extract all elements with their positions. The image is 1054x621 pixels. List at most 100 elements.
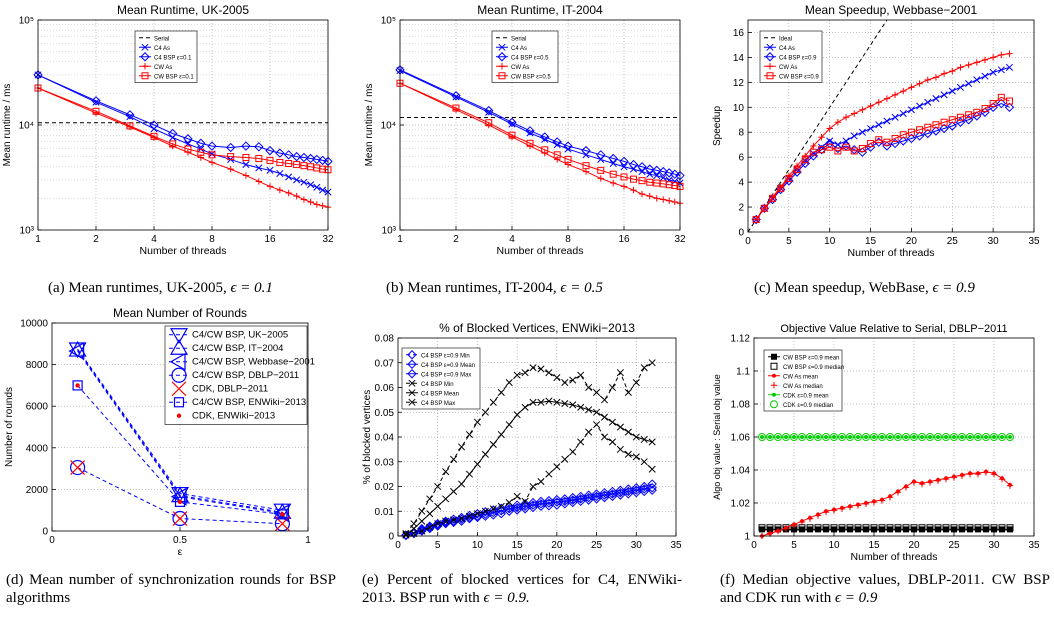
x-tick-label: 35 — [1028, 236, 1040, 247]
y-tick-label: 0.04 — [375, 433, 395, 444]
data-point — [782, 525, 790, 532]
data-point — [940, 70, 948, 77]
x-axis-label: Number of threads — [140, 245, 227, 257]
data-point — [513, 492, 521, 500]
data-point — [293, 161, 301, 169]
legend-label: CW As — [511, 65, 529, 71]
data-point — [798, 433, 806, 441]
series-group — [747, 19, 1015, 233]
data-point — [616, 423, 624, 431]
data-point — [319, 165, 327, 173]
data-point — [426, 510, 434, 518]
data-point — [575, 491, 586, 502]
data-point — [942, 433, 950, 441]
chart-title: % of Blocked Vertices, ENWiki−2013 — [439, 321, 635, 335]
data-point — [838, 433, 846, 441]
legend-marker — [766, 63, 774, 70]
data-point — [512, 500, 522, 510]
data-point — [822, 433, 830, 441]
data-point — [834, 147, 842, 155]
data-point — [839, 434, 845, 440]
data-point — [582, 168, 590, 175]
data-point — [932, 121, 940, 129]
data-point — [434, 482, 442, 491]
y-tick-label: 10⁴ — [381, 121, 396, 132]
data-point — [266, 183, 274, 190]
x-tick-label: 32 — [322, 234, 334, 245]
data-point — [616, 369, 624, 377]
data-point — [632, 453, 640, 461]
data-point — [255, 178, 263, 185]
data-point — [593, 408, 601, 416]
data-point — [863, 434, 869, 440]
data-point — [923, 128, 933, 139]
data-point — [172, 510, 188, 527]
data-point — [583, 490, 594, 500]
data-point — [886, 433, 894, 441]
data-point — [638, 168, 646, 176]
data-point — [293, 176, 301, 184]
caption-b: (b) Mean runtimes, IT-2004, ϵ = 0.5 — [386, 279, 603, 297]
data-point — [639, 481, 649, 492]
legend-label: C4 BSP ε=0.9 — [779, 55, 817, 61]
data-point — [982, 469, 990, 476]
data-point — [932, 74, 940, 81]
x-tick-label: 25 — [947, 236, 959, 247]
data-point — [916, 102, 924, 110]
data-point — [967, 434, 973, 440]
y-tick-label: 0.08 — [375, 334, 395, 345]
data-point — [640, 458, 648, 466]
data-point — [870, 498, 878, 506]
x-axis: 0 5 10 15 20 25 30 35 — [751, 532, 1040, 551]
data-point — [958, 472, 966, 479]
y-axis: 0 2 4 6 8 10 12 14 16 — [733, 28, 752, 239]
legend-label: C4 BSP ε=0.9 Min — [421, 353, 470, 359]
data-point — [767, 434, 773, 440]
data-point — [664, 168, 674, 178]
data-point — [585, 383, 593, 392]
data-point — [671, 198, 678, 206]
legend-marker — [407, 359, 417, 369]
x-tick-label: 25 — [948, 540, 960, 551]
data-point — [806, 433, 814, 441]
data-point — [402, 531, 410, 539]
data-point — [569, 448, 577, 456]
data-point — [241, 141, 251, 151]
data-point — [989, 54, 997, 61]
legend-label: C4 BSP Max — [421, 401, 455, 407]
legend-label: CW BSP ε=0.9 — [779, 74, 819, 80]
data-point — [620, 183, 628, 190]
data-point — [520, 499, 530, 509]
chart-title: Mean Runtime, IT-2004 — [477, 3, 603, 17]
data-point — [242, 161, 250, 169]
data-point — [973, 108, 981, 116]
x-tick-label: 30 — [988, 236, 1000, 247]
data-point — [834, 119, 842, 126]
data-point — [624, 388, 632, 397]
figure-panel-d: 0 0.5 1 0 2000 4000 6000 8000 10000 Mean Number o… — [0, 306, 340, 621]
data-point — [183, 134, 193, 144]
data-point — [552, 494, 562, 505]
chart-title: Mean Speedup, Webbase−2001 — [805, 3, 978, 17]
data-point — [473, 510, 481, 518]
data-point — [886, 524, 894, 532]
data-point — [513, 371, 521, 379]
data-point — [858, 128, 866, 136]
data-point — [307, 181, 315, 189]
data-point — [759, 434, 765, 440]
data-point — [255, 164, 263, 172]
data-point — [842, 137, 850, 145]
chart-title: Mean Runtime, UK-2005 — [117, 3, 249, 17]
legend-label: CDK ε=0.9 median — [783, 403, 833, 409]
x-tick-label: 16 — [264, 234, 276, 245]
data-point — [775, 434, 781, 440]
data-point — [508, 131, 516, 139]
data-point — [528, 497, 538, 508]
y-tick-label: 8000 — [26, 360, 49, 371]
y-axis-label: Algo obj value : Serial obj value — [712, 374, 722, 500]
data-point — [949, 67, 956, 75]
data-point — [177, 499, 183, 505]
data-point — [608, 418, 617, 426]
data-point — [227, 165, 234, 173]
